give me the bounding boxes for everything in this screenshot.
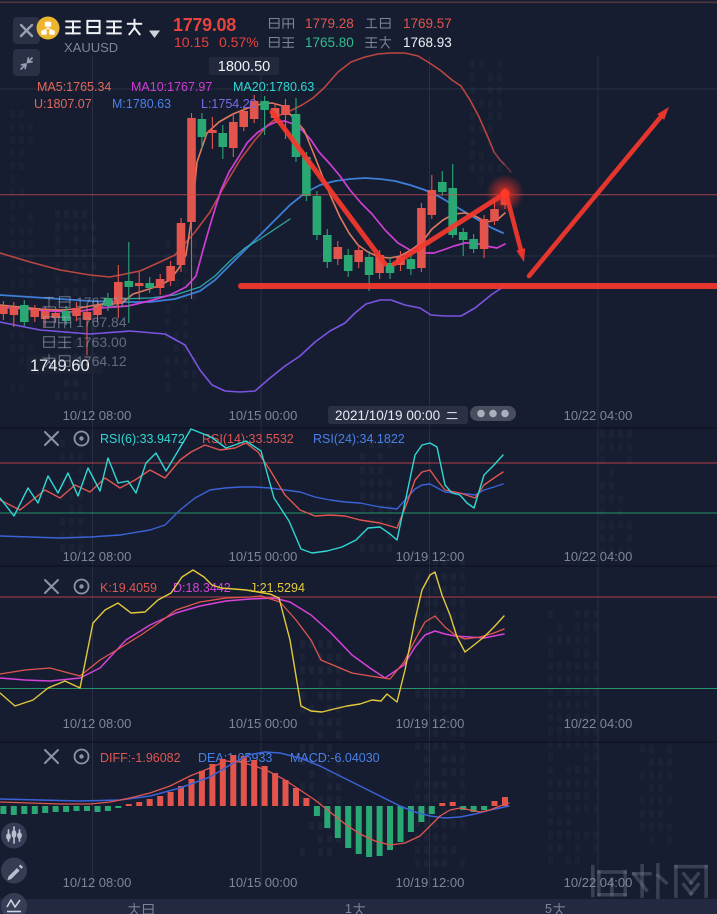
svg-text:10/22 04:00: 10/22 04:00: [564, 716, 633, 731]
svg-text:DIFF:-1.96082: DIFF:-1.96082: [100, 751, 181, 765]
svg-text:10/12 08:00: 10/12 08:00: [63, 875, 132, 890]
svg-text:RSI(24):34.1822: RSI(24):34.1822: [313, 432, 405, 446]
svg-text:1768.93: 1768.93: [403, 35, 452, 50]
svg-text:MA10:1767.97: MA10:1767.97: [131, 80, 212, 94]
svg-text:J:21.5294: J:21.5294: [250, 581, 305, 595]
svg-text:5: 5: [545, 902, 552, 914]
svg-text:M:1780.63: M:1780.63: [112, 97, 171, 111]
svg-text:1: 1: [345, 902, 352, 914]
svg-text:1779.28: 1779.28: [305, 16, 354, 31]
svg-text:0.57%: 0.57%: [219, 34, 259, 50]
svg-text:10.15: 10.15: [174, 34, 209, 50]
svg-text:10/15 00:00: 10/15 00:00: [229, 549, 298, 564]
svg-text:K:19.4059: K:19.4059: [100, 581, 157, 595]
svg-text:10/19 12:00: 10/19 12:00: [396, 875, 465, 890]
svg-text:1767.84: 1767.84: [76, 314, 127, 330]
svg-text:10/12 08:00: 10/12 08:00: [63, 549, 132, 564]
svg-text:1800.50: 1800.50: [218, 59, 270, 75]
svg-text:MACD:-6.04030: MACD:-6.04030: [290, 751, 380, 765]
svg-text:10/19 12:00: 10/19 12:00: [396, 549, 465, 564]
svg-text:MA5:1765.34: MA5:1765.34: [37, 80, 111, 94]
svg-text:10/15 00:00: 10/15 00:00: [229, 716, 298, 731]
svg-text:10/22 04:00: 10/22 04:00: [564, 549, 633, 564]
svg-text:10/22 04:00: 10/22 04:00: [564, 408, 633, 423]
svg-text:RSI(6):33.9472: RSI(6):33.9472: [100, 432, 185, 446]
svg-text:10/15 00:00: 10/15 00:00: [229, 408, 298, 423]
svg-text:RSI(14):33.5532: RSI(14):33.5532: [202, 432, 294, 446]
svg-text:10/12 08:00: 10/12 08:00: [63, 408, 132, 423]
svg-text:1764.12: 1764.12: [76, 353, 127, 369]
svg-text:1763.00: 1763.00: [76, 334, 127, 350]
svg-text:10/22 04:00: 10/22 04:00: [564, 875, 633, 890]
svg-text:10/19 12:00: 10/19 12:00: [396, 716, 465, 731]
svg-text:1769.57: 1769.57: [403, 16, 452, 31]
svg-text:U:1807.07: U:1807.07: [34, 97, 92, 111]
svg-text:2021/10/19 00:00: 2021/10/19 00:00: [335, 408, 440, 423]
svg-text:1767.07: 1767.07: [76, 294, 127, 310]
svg-text:1779.08: 1779.08: [173, 15, 236, 35]
svg-text:L:1754.20: L:1754.20: [201, 97, 257, 111]
svg-text:1765.80: 1765.80: [305, 35, 354, 50]
svg-text:10/15 00:00: 10/15 00:00: [229, 875, 298, 890]
svg-text:XAUUSD: XAUUSD: [64, 40, 118, 55]
svg-text:D:18.3442: D:18.3442: [173, 581, 231, 595]
svg-text:MA20:1780.63: MA20:1780.63: [233, 80, 314, 94]
svg-text:10/12 08:00: 10/12 08:00: [63, 716, 132, 731]
